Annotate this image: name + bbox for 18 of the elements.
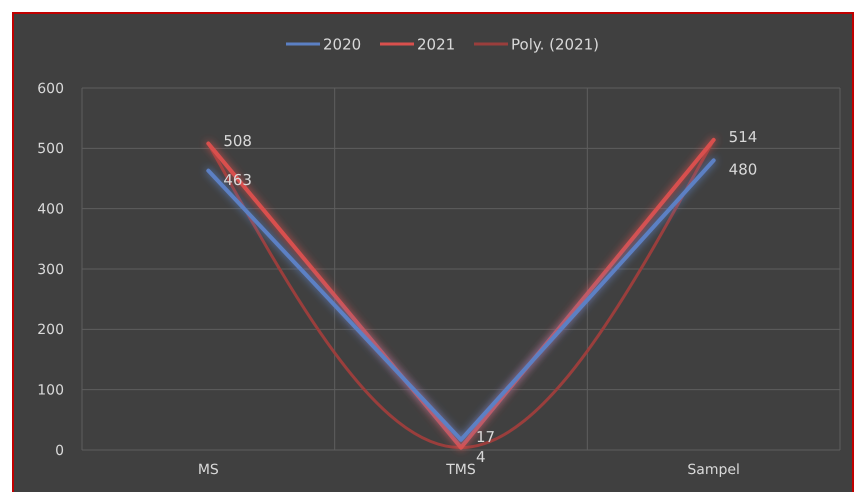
data-label: 4 — [476, 448, 486, 466]
legend-label: 2020 — [323, 35, 362, 54]
y-tick-label: 0 — [55, 442, 64, 459]
legend-label: 2021 — [417, 35, 456, 54]
x-tick-label: MS — [198, 462, 219, 478]
y-tick-label: 100 — [37, 382, 64, 399]
x-tick-label: Sampel — [687, 462, 740, 478]
data-label: 514 — [728, 128, 758, 146]
x-tick-label: TMS — [445, 462, 476, 478]
data-label: 508 — [223, 132, 252, 150]
y-tick-label: 600 — [37, 80, 64, 97]
data-label: 480 — [728, 160, 758, 179]
y-tick-label: 400 — [37, 202, 64, 218]
data-label: 17 — [476, 428, 496, 446]
y-tick-label: 300 — [37, 262, 64, 278]
y-tick-label: 200 — [37, 322, 64, 338]
y-tick-label: 500 — [37, 141, 64, 158]
legend-label: Poly. (2021) — [511, 35, 600, 54]
